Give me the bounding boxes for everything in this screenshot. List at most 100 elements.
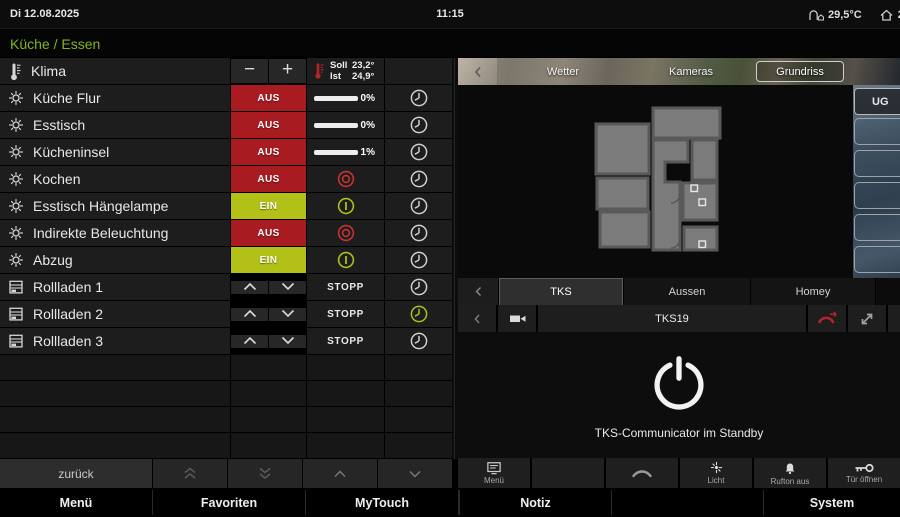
timer-button[interactable] — [385, 166, 452, 192]
label-cell: Rollladen 2 — [0, 301, 230, 327]
list-item-haengelampe: Esstisch Hängelampe EIN — [0, 193, 452, 219]
stopp-button[interactable]: STOPP — [307, 301, 384, 327]
page-up-button[interactable] — [303, 459, 377, 488]
timer-button[interactable] — [385, 85, 452, 111]
light-icon — [8, 225, 24, 241]
temp-minus-button[interactable]: − — [231, 59, 268, 83]
camera-thumb[interactable] — [854, 182, 900, 209]
device-label: Rollladen 3 — [33, 333, 104, 349]
power-button[interactable]: AUS — [231, 139, 306, 165]
state-on-indicator[interactable] — [307, 247, 384, 273]
open-door-button[interactable]: Tür öffnen — [828, 458, 900, 488]
power-button[interactable]: AUS — [231, 85, 306, 111]
device-label: Abzug — [33, 252, 73, 268]
setpoint-actual-readout: Soll 23,2° Ist 24,9° — [330, 60, 374, 82]
power-button[interactable]: AUS — [231, 112, 306, 138]
list-item-esstisch: Esstisch AUS 0% — [0, 112, 452, 138]
outdoor-temp-icon — [808, 7, 824, 22]
camera-thumb[interactable] — [854, 246, 900, 273]
right-panel: Wetter Kameras Grundriss — [458, 58, 900, 488]
klima-label-cell: Klima — [0, 58, 230, 84]
tab-tks[interactable]: TKS — [499, 278, 623, 305]
power-button[interactable]: EIN — [231, 247, 306, 273]
ringtone-off-button[interactable]: Rufton aus — [754, 458, 826, 488]
slider-bar[interactable] — [314, 95, 358, 101]
view-tabs-prev-button[interactable] — [458, 58, 498, 85]
thermometer-icon — [8, 62, 22, 81]
state-on-indicator[interactable] — [307, 193, 384, 219]
temp-plus-button[interactable]: + — [269, 59, 306, 83]
light-icon — [8, 198, 24, 214]
power-standby-icon[interactable] — [648, 352, 710, 414]
timer-button-active[interactable] — [385, 301, 452, 327]
station-prev-button[interactable] — [458, 305, 496, 332]
timer-button[interactable] — [385, 193, 452, 219]
nav-notiz[interactable]: Notiz — [520, 495, 551, 510]
power-button[interactable]: AUS — [231, 166, 306, 192]
nav-mytouch[interactable]: MyTouch — [355, 495, 409, 510]
action-label: Rufton aus — [770, 476, 810, 486]
page-first-button[interactable] — [153, 459, 227, 488]
label-cell: Kochen — [0, 166, 230, 192]
list-item-kueche-flur: Küche Flur AUS 0% — [0, 85, 452, 111]
back-button[interactable]: zurück — [0, 459, 152, 488]
nav-system[interactable]: System — [809, 495, 855, 510]
door-tabs-prev-button[interactable] — [458, 278, 498, 305]
state-off-indicator[interactable] — [307, 166, 384, 192]
page-down-button[interactable] — [378, 459, 452, 488]
dim-slider[interactable]: 0% — [307, 112, 384, 138]
timer-button[interactable] — [385, 112, 452, 138]
power-button[interactable]: EIN — [231, 193, 306, 219]
state-off-indicator[interactable] — [307, 220, 384, 246]
shutter-up-button[interactable] — [231, 280, 268, 294]
shutter-up-button[interactable] — [231, 334, 268, 348]
list-item-abzug: Abzug EIN — [0, 247, 452, 273]
power-button[interactable]: AUS — [231, 220, 306, 246]
timer-button[interactable] — [385, 247, 452, 273]
tab-kameras[interactable]: Kameras — [668, 65, 714, 78]
tab-homey[interactable]: Homey — [751, 278, 875, 305]
tab-wetter[interactable]: Wetter — [546, 65, 580, 78]
door-light-button[interactable]: Licht — [680, 458, 752, 488]
dim-slider[interactable]: 0% — [307, 85, 384, 111]
timer-button[interactable] — [385, 139, 452, 165]
stopp-button[interactable]: STOPP — [307, 328, 384, 354]
camera-view-button[interactable] — [498, 305, 536, 332]
shutter-down-button[interactable] — [269, 334, 306, 348]
shutter-buttons — [231, 301, 306, 327]
camera-thumb[interactable] — [854, 214, 900, 241]
tab-aussen[interactable]: Aussen — [624, 278, 750, 305]
thermometer-red-icon — [313, 62, 325, 80]
timer-button[interactable] — [385, 220, 452, 246]
blinds-icon — [8, 306, 24, 322]
light-flash-icon — [709, 461, 724, 475]
list-scrollbar[interactable] — [452, 58, 458, 459]
shutter-up-button[interactable] — [231, 307, 268, 321]
fullscreen-button[interactable] — [848, 305, 886, 332]
nav-menu[interactable]: Menü — [59, 495, 93, 510]
camera-thumb[interactable] — [854, 118, 900, 145]
soll-label: Soll — [330, 60, 348, 71]
call-end-button[interactable] — [808, 305, 846, 332]
answer-call-button[interactable] — [606, 458, 678, 488]
shutter-down-button[interactable] — [269, 307, 306, 321]
list-item-indirekte: Indirekte Beleuchtung AUS — [0, 220, 452, 246]
timer-button[interactable] — [385, 274, 452, 300]
door-empty-button[interactable] — [532, 458, 604, 488]
communicator-standby-panel: TKS-Communicator im Standby — [458, 332, 900, 458]
dim-slider[interactable]: 1% — [307, 139, 384, 165]
tab-grundriss[interactable]: Grundriss — [756, 61, 844, 82]
door-menu-button[interactable]: Menü — [458, 458, 530, 488]
camera-thumb[interactable] — [854, 150, 900, 177]
nav-empty[interactable] — [612, 488, 763, 517]
station-row-partial-button[interactable] — [888, 305, 900, 332]
slider-bar[interactable] — [314, 122, 358, 128]
nav-favoriten[interactable]: Favoriten — [200, 495, 258, 510]
page-last-button[interactable] — [228, 459, 302, 488]
stopp-button[interactable]: STOPP — [307, 274, 384, 300]
timer-button[interactable] — [385, 328, 452, 354]
slider-bar[interactable] — [314, 149, 358, 155]
list-item-kochen: Kochen AUS — [0, 166, 452, 192]
floor-select-button-ug[interactable]: UG — [854, 88, 900, 115]
shutter-down-button[interactable] — [269, 280, 306, 294]
